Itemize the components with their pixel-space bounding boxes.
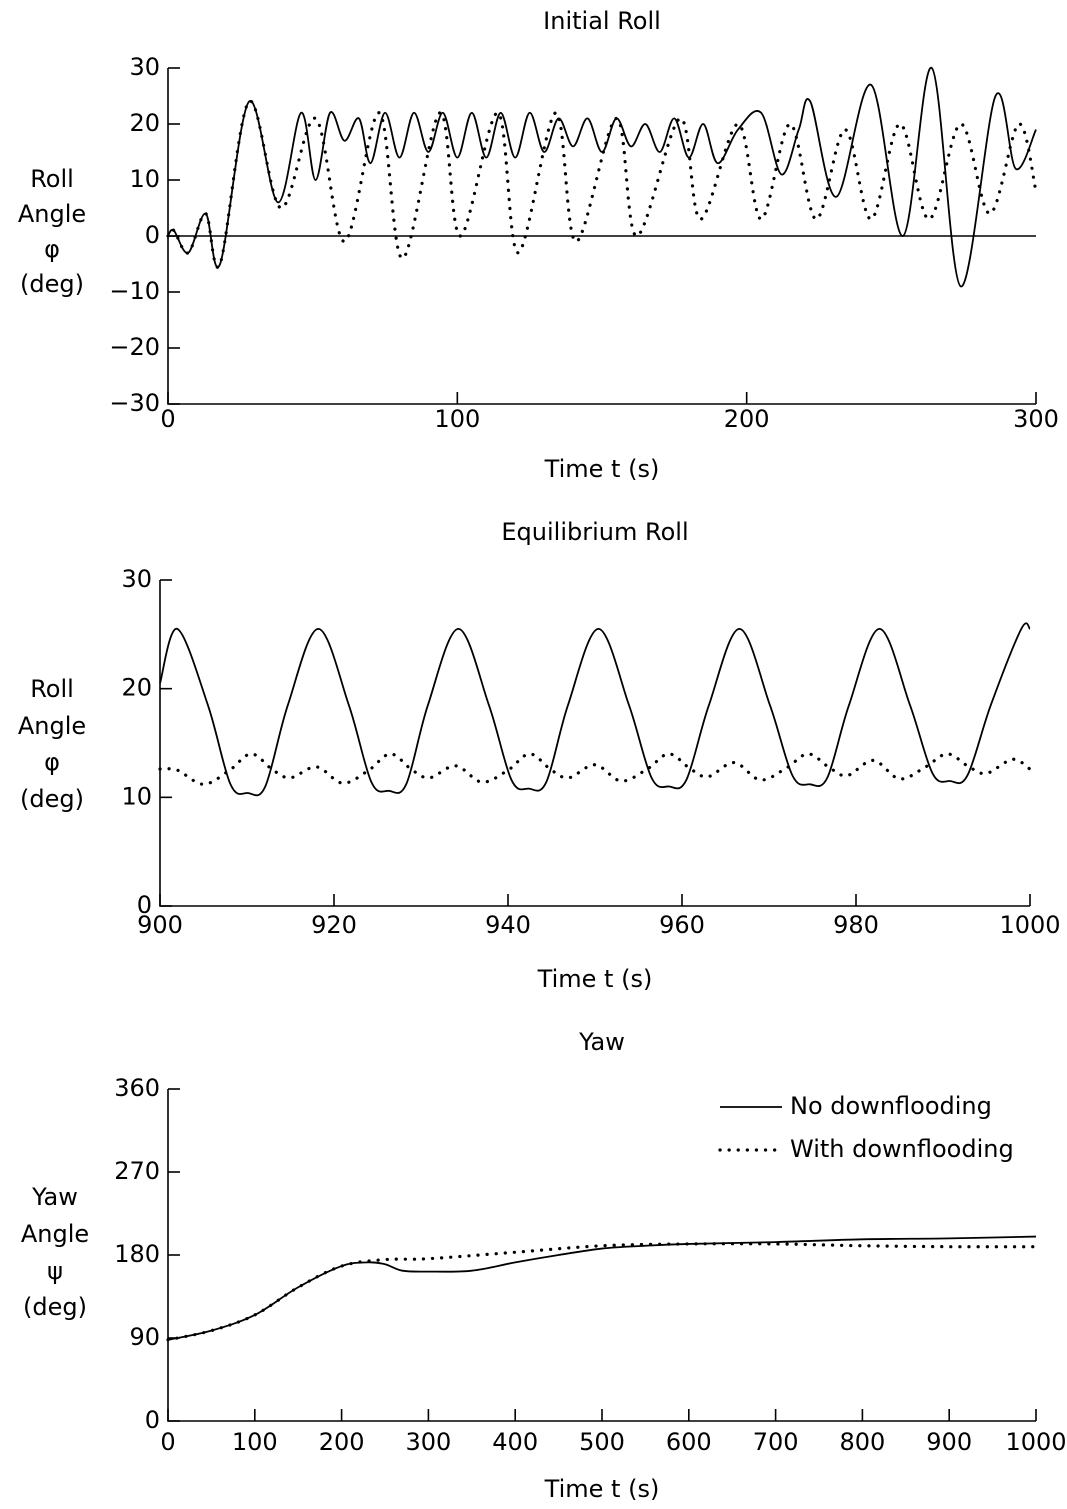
y-tick-label: 90 — [129, 1323, 160, 1351]
x-axis-label: Time t (s) — [537, 965, 653, 993]
x-tick-label: 400 — [492, 1428, 538, 1456]
x-tick-label: 200 — [724, 405, 770, 433]
y-tick-label: −10 — [109, 277, 160, 305]
data-line — [159, 622, 1031, 797]
x-axis-label: Time t (s) — [544, 455, 660, 483]
y-tick-label: 0 — [145, 221, 160, 249]
chart-title: Yaw — [578, 1028, 625, 1056]
y-tick-label: 20 — [129, 109, 160, 137]
x-tick-label: 920 — [311, 911, 357, 939]
y-tick-label: −30 — [109, 389, 160, 417]
y-tick-label: 0 — [137, 891, 152, 919]
data-line — [166, 1242, 1038, 1342]
y-tick-label: 20 — [121, 674, 152, 702]
data-line — [167, 67, 1037, 288]
chart-title: Initial Roll — [543, 7, 661, 35]
y-axis-label: φ — [44, 235, 60, 263]
data-line — [166, 99, 1038, 269]
x-tick-label: 100 — [434, 405, 480, 433]
x-tick-label: 980 — [833, 911, 879, 939]
y-axis-label: (deg) — [20, 270, 84, 298]
x-tick-label: 0 — [160, 405, 175, 433]
x-axis-label: Time t (s) — [544, 1475, 660, 1503]
y-axis-label: Roll — [30, 165, 74, 193]
y-tick-label: 270 — [114, 1157, 160, 1185]
x-tick-label: 960 — [659, 911, 705, 939]
y-axis-label: φ — [44, 748, 60, 776]
y-tick-label: 0 — [145, 1406, 160, 1434]
y-axis-label: Roll — [30, 675, 74, 703]
x-tick-label: 300 — [405, 1428, 451, 1456]
x-tick-label: 1000 — [999, 911, 1060, 939]
x-tick-label: 800 — [839, 1428, 885, 1456]
data-line — [158, 752, 1032, 786]
data-line — [167, 1235, 1037, 1341]
chart-title: Equilibrium Roll — [501, 518, 688, 546]
y-tick-label: 10 — [121, 782, 152, 810]
x-tick-label: 600 — [666, 1428, 712, 1456]
y-axis-label: Angle — [18, 200, 86, 228]
y-axis-label: Angle — [18, 712, 86, 740]
y-tick-label: 10 — [129, 165, 160, 193]
x-tick-label: 100 — [232, 1428, 278, 1456]
y-axis-label: (deg) — [20, 785, 84, 813]
x-tick-label: 200 — [319, 1428, 365, 1456]
x-tick-label: 300 — [1013, 405, 1059, 433]
y-tick-label: 360 — [114, 1074, 160, 1102]
y-tick-label: 180 — [114, 1240, 160, 1268]
y-axis-label: Yaw — [31, 1183, 78, 1211]
x-tick-label: 900 — [926, 1428, 972, 1456]
legend-label: No downflooding — [790, 1092, 992, 1120]
y-tick-label: 30 — [129, 53, 160, 81]
x-tick-label: 500 — [579, 1428, 625, 1456]
axes — [159, 580, 1030, 907]
x-tick-label: 900 — [137, 911, 183, 939]
legend-label: With downflooding — [790, 1135, 1014, 1163]
x-tick-label: 0 — [160, 1428, 175, 1456]
y-axis-label: (deg) — [23, 1293, 87, 1321]
y-tick-label: 30 — [121, 565, 152, 593]
x-tick-label: 1000 — [1005, 1428, 1066, 1456]
y-axis-label: ψ — [47, 1257, 63, 1285]
x-tick-label: 700 — [753, 1428, 799, 1456]
y-tick-label: −20 — [109, 333, 160, 361]
x-tick-label: 940 — [485, 911, 531, 939]
y-axis-label: Angle — [21, 1220, 89, 1248]
